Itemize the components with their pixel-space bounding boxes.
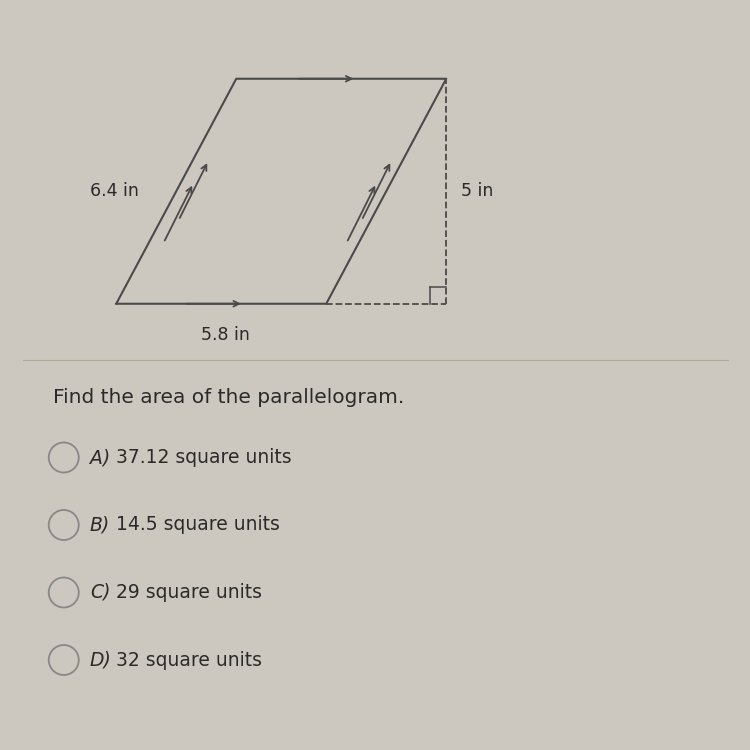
Text: 29 square units: 29 square units bbox=[116, 583, 262, 602]
Text: 5 in: 5 in bbox=[461, 182, 494, 200]
Text: B): B) bbox=[90, 515, 110, 535]
Text: D): D) bbox=[90, 650, 112, 670]
Text: 14.5 square units: 14.5 square units bbox=[116, 515, 280, 535]
Text: 32 square units: 32 square units bbox=[116, 650, 262, 670]
Text: Find the area of the parallelogram.: Find the area of the parallelogram. bbox=[53, 388, 404, 407]
Text: 5.8 in: 5.8 in bbox=[200, 326, 250, 344]
Text: A): A) bbox=[90, 448, 110, 467]
Text: 6.4 in: 6.4 in bbox=[90, 182, 139, 200]
Text: C): C) bbox=[90, 583, 110, 602]
Text: 37.12 square units: 37.12 square units bbox=[116, 448, 292, 467]
